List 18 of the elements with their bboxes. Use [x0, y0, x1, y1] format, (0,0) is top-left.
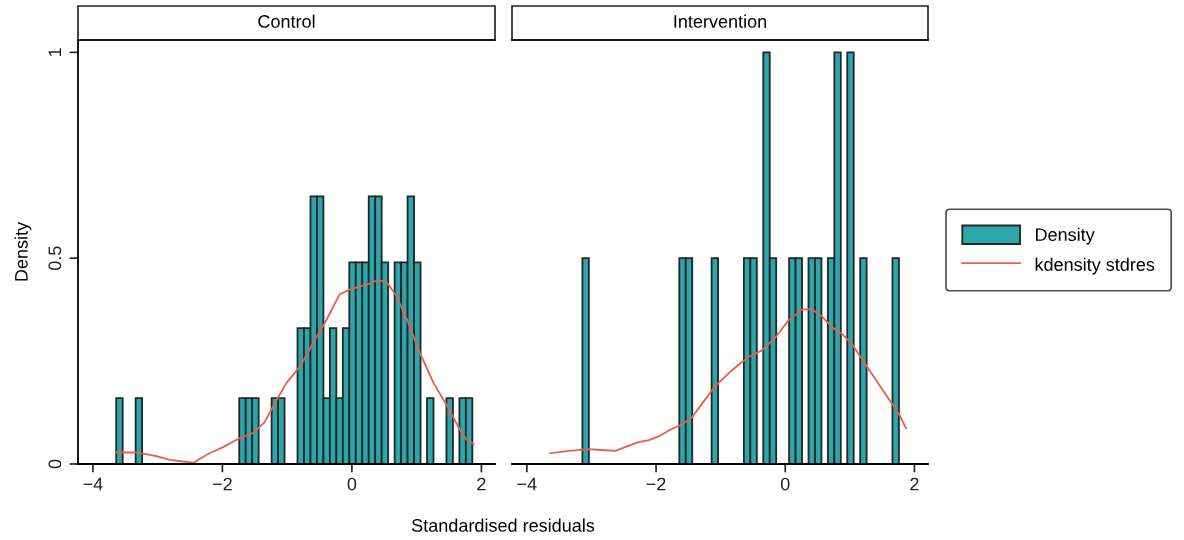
chart-title: Control: [258, 14, 315, 28]
x-tick-label: 0: [780, 477, 790, 491]
x-tick-label: 0: [347, 477, 357, 491]
y-tick-label: 0.5: [48, 246, 62, 271]
x-axis-title: Standardised residuals: [411, 518, 595, 532]
x-tick-label: −4: [517, 477, 537, 491]
chart-title: Intervention: [674, 14, 767, 28]
x-tick-label: 2: [910, 477, 919, 491]
x-tick-label: −4: [83, 477, 103, 491]
y-tick-label: 1: [48, 48, 62, 56]
legend-label: kdensity stdres: [1035, 257, 1155, 275]
x-tick-label: −2: [212, 477, 232, 491]
line-series: [115, 279, 475, 464]
legend-label: Density: [1035, 227, 1095, 245]
y-axis-title: Density: [14, 221, 32, 281]
x-tick-label: 2: [477, 477, 486, 491]
x-tick-label: −2: [646, 477, 666, 491]
y-tick-label: 0: [48, 459, 62, 469]
